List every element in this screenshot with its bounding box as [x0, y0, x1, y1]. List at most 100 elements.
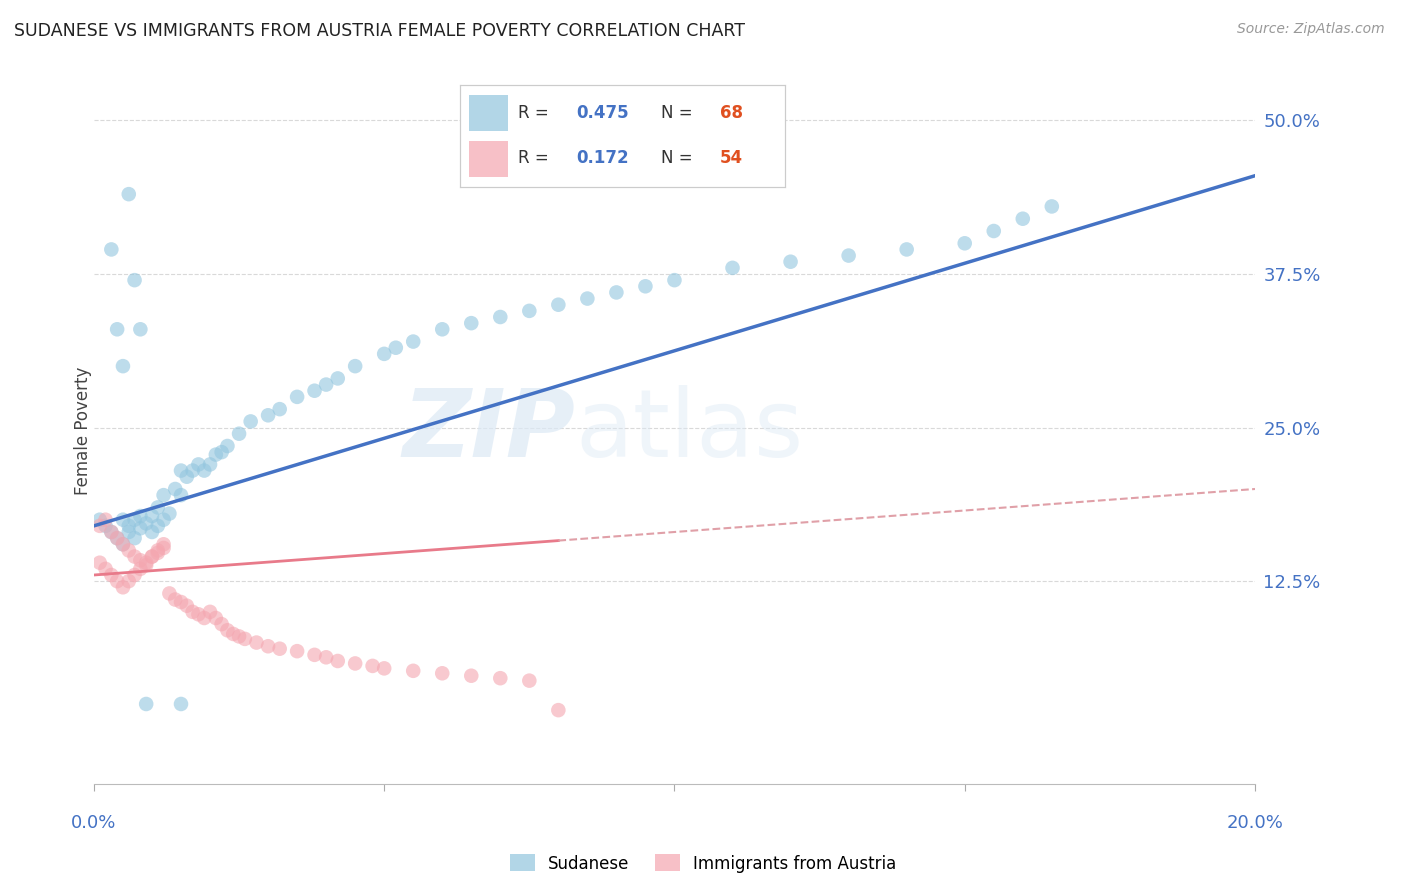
Point	[118, 519, 141, 533]
Point	[146, 519, 169, 533]
Point	[129, 562, 152, 576]
Point	[344, 657, 367, 671]
Point	[1011, 211, 1033, 226]
Legend: Sudanese, Immigrants from Austria: Sudanese, Immigrants from Austria	[503, 847, 903, 880]
Point	[517, 303, 540, 318]
Point	[304, 648, 326, 662]
Point	[517, 673, 540, 688]
Point	[105, 322, 128, 336]
Point	[146, 546, 169, 560]
Point	[124, 568, 146, 582]
Point	[228, 426, 250, 441]
Point	[576, 292, 599, 306]
Point	[211, 617, 233, 632]
Point	[269, 402, 291, 417]
Point	[141, 509, 163, 524]
Point	[141, 549, 163, 564]
Point	[129, 553, 152, 567]
Point	[181, 605, 204, 619]
Point	[157, 586, 180, 600]
Point	[838, 249, 860, 263]
Point	[217, 439, 239, 453]
Point	[141, 549, 163, 564]
Point	[315, 650, 337, 665]
Point	[105, 574, 128, 588]
Point	[170, 488, 193, 502]
Point	[269, 641, 291, 656]
Point	[165, 592, 187, 607]
Point	[896, 243, 918, 257]
Point	[124, 273, 146, 287]
Text: ZIP: ZIP	[404, 384, 576, 476]
Point	[285, 390, 308, 404]
Point	[315, 377, 337, 392]
Point	[489, 671, 512, 685]
Point	[135, 516, 157, 531]
Text: 20.0%: 20.0%	[1226, 814, 1284, 832]
Point	[146, 543, 169, 558]
Point	[152, 488, 174, 502]
Point	[118, 524, 141, 539]
Point	[953, 236, 976, 251]
Point	[176, 599, 198, 613]
Point	[170, 595, 193, 609]
Point	[385, 341, 408, 355]
Point	[547, 298, 569, 312]
Point	[344, 359, 367, 373]
Point	[460, 316, 482, 330]
Point	[239, 414, 262, 428]
Point	[94, 513, 117, 527]
Point	[228, 629, 250, 643]
Point	[304, 384, 326, 398]
Point	[983, 224, 1005, 238]
Point	[489, 310, 512, 324]
Point	[118, 187, 141, 202]
Point	[205, 448, 228, 462]
Point	[170, 697, 193, 711]
Point	[326, 371, 349, 385]
Point	[89, 519, 111, 533]
Point	[176, 469, 198, 483]
Point	[326, 654, 349, 668]
Point	[100, 568, 122, 582]
Point	[721, 260, 744, 275]
Point	[152, 513, 174, 527]
Point	[181, 464, 204, 478]
Point	[432, 322, 454, 336]
Point	[373, 347, 395, 361]
Point	[89, 513, 111, 527]
Point	[94, 562, 117, 576]
Point	[257, 639, 280, 653]
Point	[257, 409, 280, 423]
Point	[152, 541, 174, 555]
Point	[402, 334, 425, 349]
Point	[89, 556, 111, 570]
Point	[165, 482, 187, 496]
Point	[460, 669, 482, 683]
Point	[373, 661, 395, 675]
Point	[193, 464, 215, 478]
Point	[198, 605, 221, 619]
Point	[779, 254, 801, 268]
Text: atlas: atlas	[576, 384, 804, 476]
Point	[187, 607, 209, 622]
Point	[605, 285, 627, 300]
Point	[245, 635, 267, 649]
Point	[111, 359, 134, 373]
Point	[118, 574, 141, 588]
Point	[100, 524, 122, 539]
Point	[402, 664, 425, 678]
Text: Source: ZipAtlas.com: Source: ZipAtlas.com	[1237, 22, 1385, 37]
Point	[285, 644, 308, 658]
Point	[135, 697, 157, 711]
Point	[198, 458, 221, 472]
Point	[135, 556, 157, 570]
Point	[146, 500, 169, 515]
Point	[187, 458, 209, 472]
Point	[129, 509, 152, 524]
Point	[170, 464, 193, 478]
Point	[100, 243, 122, 257]
Point	[152, 537, 174, 551]
Point	[111, 537, 134, 551]
Point	[111, 537, 134, 551]
